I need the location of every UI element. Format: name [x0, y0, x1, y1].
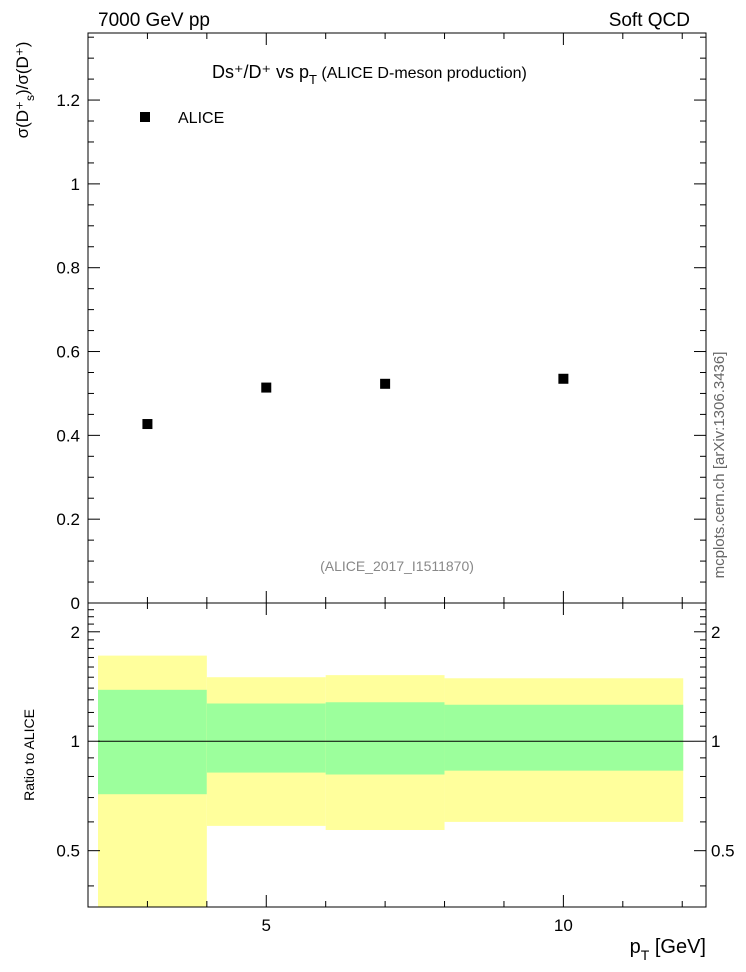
- main-panel: 0 0.2 0.4 0.6 0.8 1 1.2 Ds⁺/D⁺ vs pT (ALICE D-…: [13, 32, 707, 613]
- main-y-tick-label: 0: [71, 594, 80, 613]
- header-right: Soft QCD: [609, 10, 690, 31]
- main-y-tick-label: 0.6: [56, 343, 80, 362]
- main-y-axis-label: σ(D⁺s)/σ(D⁺): [13, 42, 37, 139]
- side-label: mcplots.cern.ch [arXiv:1306.3436]: [711, 352, 728, 579]
- ratio-y-tick-label: 0.5: [56, 842, 80, 861]
- main-y-tick-label: 1.2: [56, 91, 80, 110]
- main-y-tick-labels: 0 0.2 0.4 0.6 0.8 1 1.2: [56, 91, 80, 613]
- ratio-y-tick-label-right: 0.5: [711, 842, 735, 861]
- data-point-alice: [142, 419, 153, 430]
- ratio-frame: [87, 602, 707, 908]
- legend-label: ALICE: [178, 110, 224, 127]
- ratio-band-inner: [206, 703, 326, 773]
- ratio-panel: 0.5 0.5 1 1 2 2 5 10 Ratio to ALICE pT [GeV]: [21, 602, 735, 963]
- main-y-tick-label: 1: [71, 175, 80, 194]
- ratio-y-tick-labels: 0.5 0.5 1 1 2 2: [56, 623, 734, 861]
- main-y-tick-label: 0.4: [56, 426, 80, 445]
- main-title: Ds⁺/D⁺ vs pT (ALICE D-meson production): [212, 62, 527, 87]
- x-axis-label: pT [GeV]: [630, 936, 706, 963]
- x-tick-label: 5: [262, 916, 271, 935]
- header-left: 7000 GeV pp: [98, 10, 210, 31]
- main-y-tick-label: 0.8: [56, 259, 80, 278]
- ratio-y-tick-label: 2: [71, 623, 80, 642]
- ratio-ticks: [87, 603, 706, 907]
- x-tick-label: 10: [554, 916, 573, 935]
- data-point-alice: [380, 378, 391, 389]
- ratio-y-tick-label-right: 2: [711, 623, 720, 642]
- ratio-x-tick-labels: 5 10: [262, 916, 573, 935]
- legend-marker: [140, 112, 150, 122]
- analysis-tag: (ALICE_2017_I1511870): [320, 558, 474, 574]
- ratio-bands: [98, 655, 694, 907]
- main-y-tick-label: 0.2: [56, 510, 80, 529]
- data-point-alice: [261, 382, 272, 393]
- ratio-y-tick-label-right: 1: [711, 732, 720, 751]
- ratio-band-inner: [98, 689, 207, 795]
- data-point-alice: [558, 373, 569, 384]
- ratio-y-tick-label: 1: [71, 732, 80, 751]
- ratio-band-inner: [444, 704, 684, 771]
- main-data-points: [142, 373, 569, 430]
- ratio-y-axis-label: Ratio to ALICE: [21, 709, 37, 801]
- ratio-band-inner: [325, 702, 445, 775]
